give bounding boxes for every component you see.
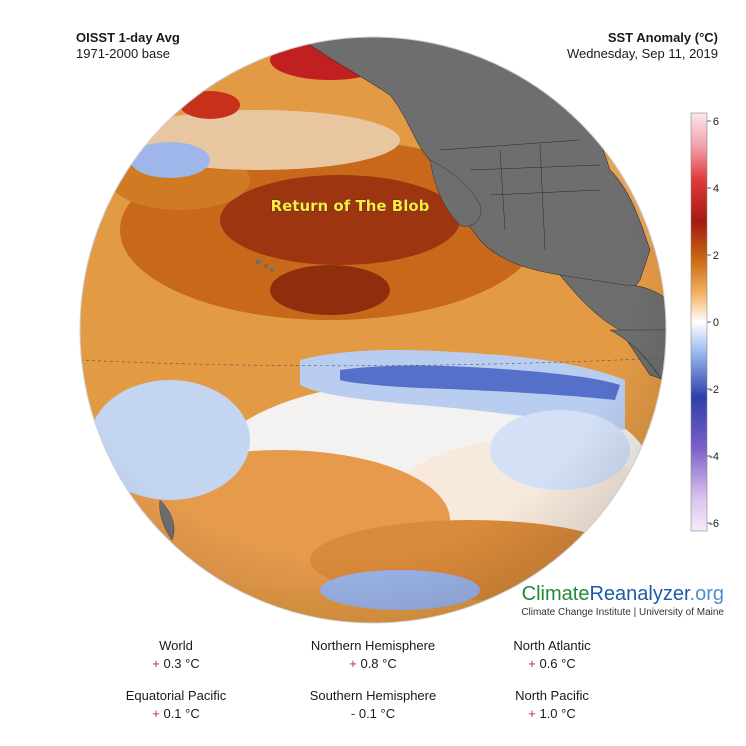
colorbar-tick-label: 6	[713, 116, 719, 128]
brand-block: ClimateReanalyzer.org Climate Change Ins…	[521, 583, 724, 618]
colorbar-ticks: 6 4 2 0 -2 -4 -6	[707, 116, 719, 530]
stat-southern-hemisphere: Southern Hemisphere - 0.1 °C	[273, 687, 473, 723]
stat-north-pacific: North Pacific + 1.0 °C	[452, 687, 652, 723]
stat-world: World + 0.3 °C	[76, 637, 276, 673]
map-date: Wednesday, Sep 11, 2019	[566, 46, 718, 61]
stat-label: North Atlantic	[513, 638, 591, 653]
stat-value: + 0.1 °C	[152, 706, 200, 721]
colorbar-tick-label: -6	[709, 518, 719, 530]
stat-value: - 0.1 °C	[350, 706, 396, 721]
header-right: SST Anomaly (°C) Wednesday, Sep 11, 2019	[567, 30, 718, 62]
brand-subtitle: Climate Change Institute | University of…	[521, 607, 724, 618]
stat-north-atlantic: North Atlantic + 0.6 °C	[452, 637, 652, 673]
baseline-period: 1971-2000 base	[76, 46, 170, 61]
callout-return-of-the-blob: Return of The Blob	[271, 197, 430, 215]
stat-value: + 0.8 °C	[349, 656, 397, 671]
stat-northern-hemisphere: Northern Hemisphere + 0.8 °C	[273, 637, 473, 673]
colorbar	[690, 112, 708, 532]
colorbar-tick-label: 2	[713, 250, 719, 262]
stat-label: World	[159, 638, 193, 653]
variable-title: SST Anomaly (°C)	[607, 30, 718, 45]
stat-label: Equatorial Pacific	[125, 688, 227, 703]
stat-label: Northern Hemisphere	[310, 638, 436, 653]
globe-surface	[80, 37, 666, 623]
colorbar-tick-label: -4	[709, 451, 719, 463]
header-left: OISST 1-day Avg 1971-2000 base	[76, 30, 180, 62]
brand-logo[interactable]: ClimateReanalyzer.org	[521, 583, 724, 605]
stat-equatorial-pacific: Equatorial Pacific + 0.1 °C	[76, 687, 276, 723]
stat-value: + 0.6 °C	[528, 656, 576, 671]
colorbar-tick-label: 0	[713, 317, 719, 329]
dataset-title: OISST 1-day Avg	[76, 30, 180, 45]
stat-value: + 0.3 °C	[152, 656, 200, 671]
stat-label: North Pacific	[515, 688, 589, 703]
stat-label: Southern Hemisphere	[309, 688, 437, 703]
colorbar-tick-label: 4	[713, 183, 719, 195]
stat-value: + 1.0 °C	[528, 706, 576, 721]
colorbar-tick-label: -2	[709, 384, 719, 396]
